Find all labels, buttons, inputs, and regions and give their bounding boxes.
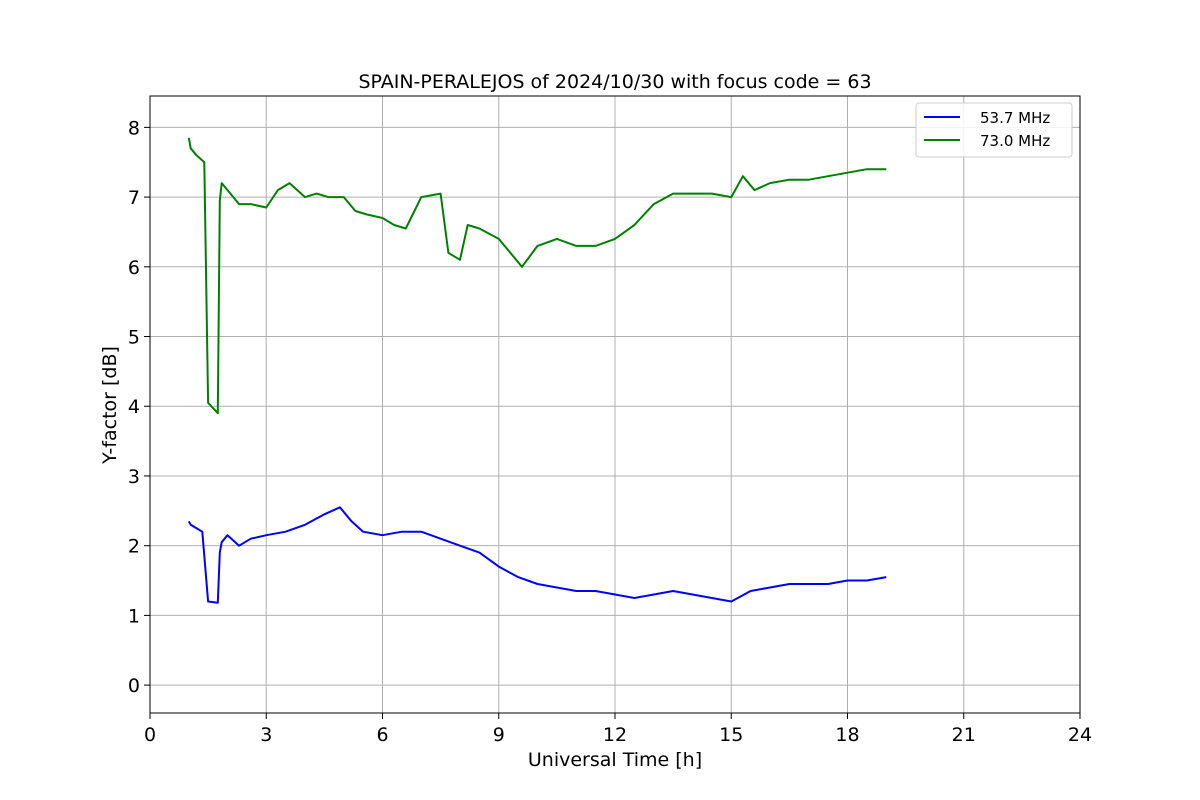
x-tick-label: 18 xyxy=(835,724,859,746)
y-tick-label: 5 xyxy=(128,327,140,349)
chart-title: SPAIN-PERALEJOS of 2024/10/30 with focus… xyxy=(358,71,871,93)
x-tick-label: 9 xyxy=(493,724,505,746)
legend-label-73-0: 73.0 MHz xyxy=(980,132,1050,150)
y-tick-label: 0 xyxy=(128,675,140,697)
y-tick-label: 3 xyxy=(128,466,140,488)
y-tick-label: 8 xyxy=(128,117,140,139)
legend: 53.7 MHz 73.0 MHz xyxy=(915,102,1073,158)
x-axis-ticks: 0 3 6 9 12 15 18 21 24 xyxy=(144,713,1092,746)
legend-label-53-7: 53.7 MHz xyxy=(980,109,1050,127)
x-axis-label: Universal Time [h] xyxy=(528,749,702,771)
x-tick-label: 12 xyxy=(603,724,627,746)
x-tick-label: 15 xyxy=(719,724,743,746)
series-line-0 xyxy=(187,506,887,604)
y-axis-ticks: 0 1 2 3 4 5 6 7 8 xyxy=(128,117,150,697)
y-tick-label: 4 xyxy=(128,396,140,418)
y-axis-label: Y-factor [dB] xyxy=(99,346,121,465)
series-line-1 xyxy=(187,137,887,415)
x-tick-label: 0 xyxy=(144,724,156,746)
series-lines xyxy=(187,137,887,604)
y-tick-label: 6 xyxy=(128,257,140,279)
y-tick-label: 1 xyxy=(128,605,140,627)
x-tick-label: 21 xyxy=(952,724,976,746)
x-tick-label: 3 xyxy=(260,724,272,746)
x-tick-label: 6 xyxy=(376,724,388,746)
grid-lines xyxy=(149,96,1081,713)
y-tick-label: 7 xyxy=(128,187,140,209)
y-tick-label: 2 xyxy=(128,536,140,558)
x-tick-label: 24 xyxy=(1068,724,1092,746)
